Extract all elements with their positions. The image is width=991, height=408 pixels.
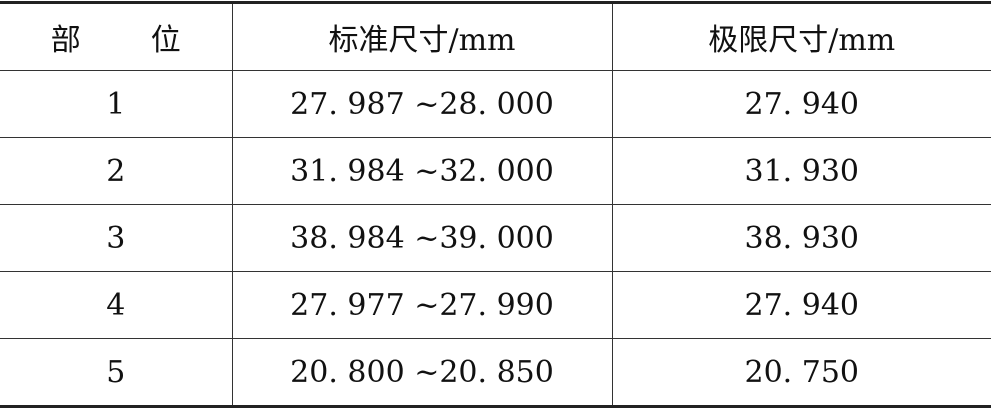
cell-part: 4 [0, 271, 233, 339]
table-row: 3 38. 984 ~39. 000 38. 930 [0, 204, 991, 272]
cell-limit: 31. 930 [611, 137, 991, 205]
cell-standard: 20. 800 ~20. 850 [231, 338, 613, 408]
cell-limit: 20. 750 [611, 338, 991, 408]
cell-limit: 27. 940 [611, 271, 991, 339]
header-standard: 标准尺寸/mm [231, 1, 613, 71]
table-row: 5 20. 800 ~20. 850 20. 750 [0, 338, 991, 408]
table-row: 1 27. 987 ~28. 000 27. 940 [0, 70, 991, 138]
cell-part: 2 [0, 137, 233, 205]
cell-part: 3 [0, 204, 233, 272]
cell-standard: 27. 987 ~28. 000 [231, 70, 613, 138]
header-limit: 极限尺寸/mm [611, 1, 991, 71]
header-row: 部位 标准尺寸/mm 极限尺寸/mm [0, 1, 991, 71]
cell-standard: 38. 984 ~39. 000 [231, 204, 613, 272]
cell-part: 5 [0, 338, 233, 408]
cell-standard: 31. 984 ~32. 000 [231, 137, 613, 205]
header-part: 部位 [0, 1, 233, 71]
cell-standard: 27. 977 ~27. 990 [231, 271, 613, 339]
cell-part: 1 [0, 70, 233, 138]
header-part-char-1: 部 [50, 23, 81, 58]
cell-limit: 38. 930 [611, 204, 991, 272]
table-row: 4 27. 977 ~27. 990 27. 940 [0, 271, 991, 339]
cell-limit: 27. 940 [611, 70, 991, 138]
table-row: 2 31. 984 ~32. 000 31. 930 [0, 137, 991, 205]
header-part-char-2: 位 [150, 23, 181, 58]
